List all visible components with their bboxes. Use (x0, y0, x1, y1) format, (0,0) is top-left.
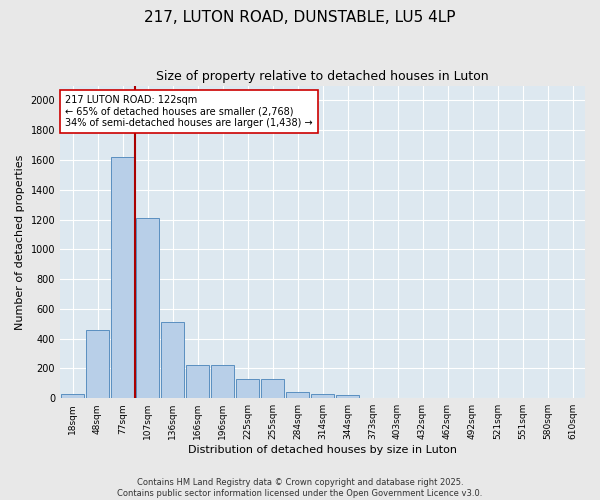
Bar (111, 157, 134, 398)
Bar (161, 322, 184, 398)
Bar (136, 218, 159, 398)
Text: 217, LUTON ROAD, DUNSTABLE, LU5 4LP: 217, LUTON ROAD, DUNSTABLE, LU5 4LP (144, 10, 456, 25)
X-axis label: Distribution of detached houses by size in Luton: Distribution of detached houses by size … (188, 445, 457, 455)
Bar (236, 379, 259, 398)
Bar (186, 366, 209, 398)
Text: Contains HM Land Registry data © Crown copyright and database right 2025.
Contai: Contains HM Land Registry data © Crown c… (118, 478, 482, 498)
Bar (86, 330, 109, 398)
Bar (286, 392, 309, 398)
Title: Size of property relative to detached houses in Luton: Size of property relative to detached ho… (156, 70, 489, 83)
Y-axis label: Number of detached properties: Number of detached properties (15, 154, 25, 330)
Bar (261, 379, 284, 398)
Bar (336, 395, 359, 398)
Text: 217 LUTON ROAD: 122sqm
← 65% of detached houses are smaller (2,768)
34% of semi-: 217 LUTON ROAD: 122sqm ← 65% of detached… (65, 95, 313, 128)
Bar (311, 394, 334, 398)
Bar (61, 394, 84, 398)
Bar (211, 366, 234, 398)
